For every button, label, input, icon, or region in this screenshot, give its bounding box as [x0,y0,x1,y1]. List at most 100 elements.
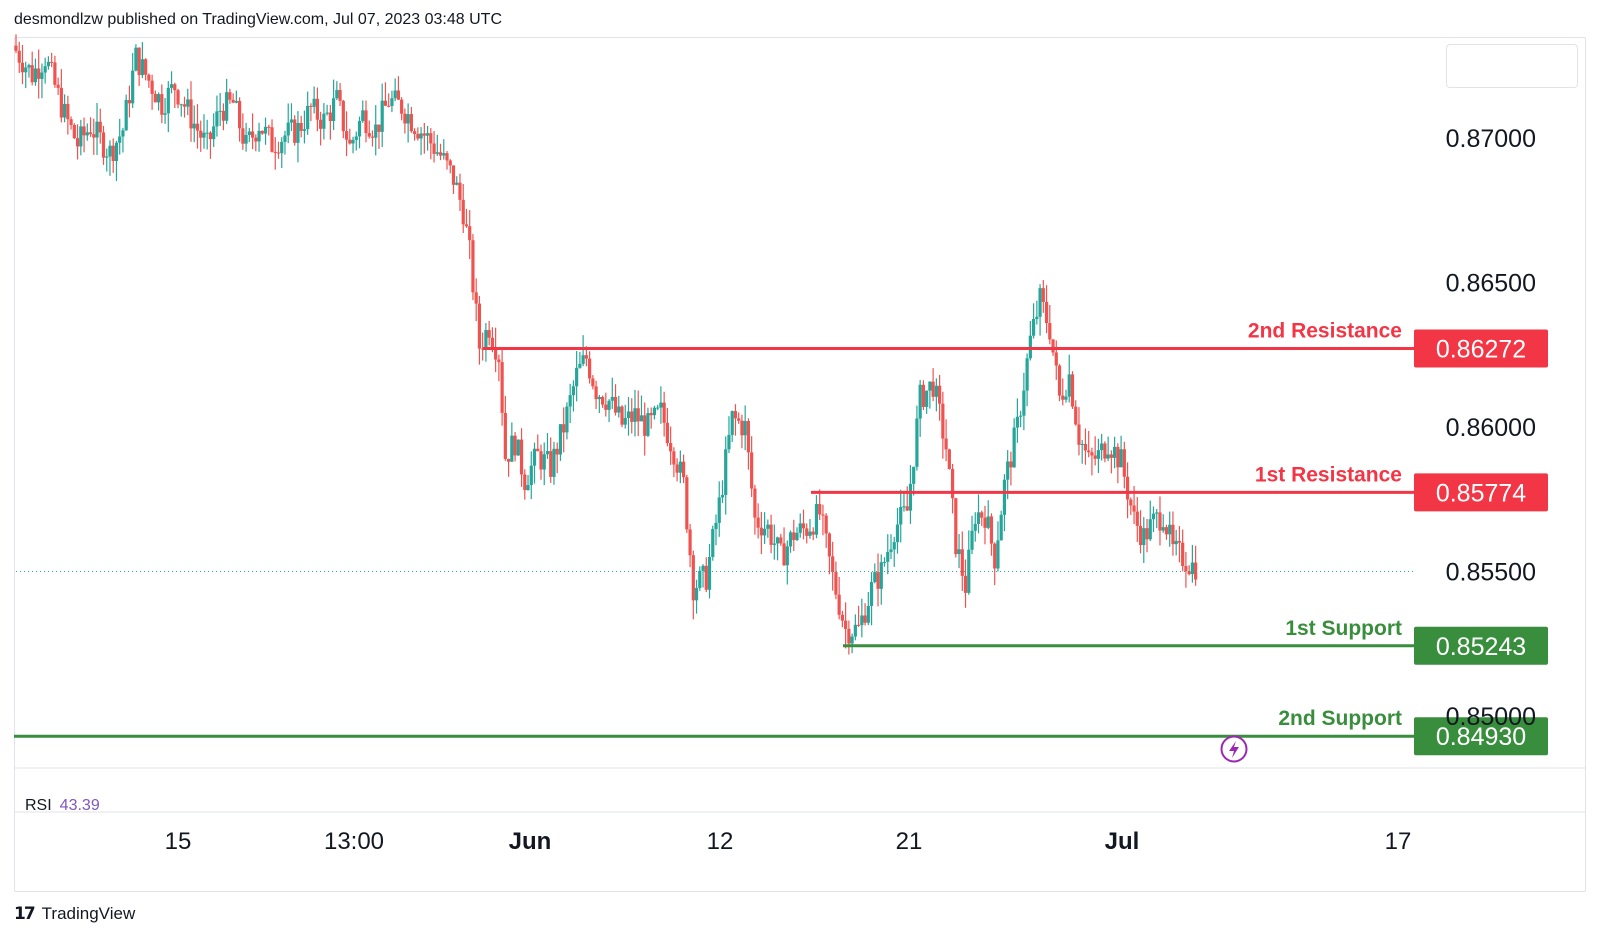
candle-body [425,133,430,136]
candle-body [14,45,18,51]
candle-body [127,99,132,104]
candle-body [578,363,582,368]
candle-body [711,529,715,557]
candle-body [173,84,177,91]
candle-body [325,112,329,114]
candle-body [247,131,251,136]
candle-body [669,443,673,452]
chart-settings-box[interactable] [1446,44,1578,88]
candle-body [293,119,297,143]
level-price-label: 0.85243 [1436,633,1526,661]
candle-body [860,615,864,626]
candle-body [1100,443,1104,451]
candle-body [53,62,57,85]
candle-body [886,552,890,562]
candle-body [727,434,731,450]
candle-body [124,99,128,131]
candle-body [733,411,738,419]
candle-body [698,570,702,588]
candle-body [1171,524,1175,545]
candle-body [837,594,841,615]
candle-body [406,114,410,124]
candle-body [458,182,462,200]
candle-body [792,532,796,541]
candle-body [685,477,689,530]
candle-body [769,524,773,545]
candle-body [724,449,728,496]
candle-body [814,504,819,535]
candle-body [244,135,248,144]
candle-body [1106,454,1110,459]
candle-body [221,110,226,121]
candle-body [798,523,802,533]
candle-body [1077,424,1081,445]
candle-body [341,100,345,132]
candle-body [1174,540,1178,545]
candle-body [195,123,200,131]
rsi-legend[interactable]: RSI 43.39 [25,797,100,815]
candle-body [43,66,47,73]
candle-body [438,152,443,156]
candle-body [435,152,439,154]
candle-body [970,530,974,550]
candle-body [464,224,469,227]
candle-body [1019,415,1023,417]
candle-body [717,497,721,523]
candle-body [895,524,900,543]
candle-body [374,124,378,138]
candle-body [889,549,893,553]
time-tick-label: Jun [509,828,552,855]
candle-body [250,131,255,138]
candle-body [704,565,708,590]
candle-body [387,105,391,107]
candle-body [1006,461,1010,480]
time-tick-label: 17 [1385,828,1412,855]
candle-body [646,413,650,436]
candle-body [1051,339,1055,353]
candle-body [691,555,695,601]
candle-body [740,420,744,436]
candle-body [779,537,783,544]
candle-body [50,61,54,63]
candle-body [1012,427,1016,468]
footer-brand[interactable]: 17 TradingView [14,904,135,924]
time-tick-label: 15 [165,828,192,855]
candle-body [594,386,598,400]
level-price-badge [1414,329,1548,368]
candle-body [707,556,712,590]
candle-body [986,516,990,528]
candle-body [672,451,676,465]
candle-body [302,129,307,131]
candle-body [818,504,822,515]
candle-body [604,404,608,410]
candle-body [1116,446,1120,468]
candle-body [532,448,537,466]
candle-body [626,411,631,419]
lightning-icon[interactable] [1220,735,1248,763]
candle-body [377,124,381,132]
candle-body [963,575,968,593]
candle-body [928,381,932,391]
level-name: 2nd Resistance [1248,319,1402,342]
candle-body [59,87,63,118]
candle-body [205,132,209,134]
candle-body [882,561,887,563]
candle-body [322,113,326,129]
candle-body [267,126,271,128]
candle-body [652,407,657,416]
candle-body [834,572,838,595]
level-price-badge [1414,626,1548,665]
candle-body [568,395,572,407]
candle-body [383,100,388,106]
tradingview-logo-icon: 17 [14,904,36,924]
candle-body [461,199,465,225]
candle-body [432,143,436,154]
level-price-label: 0.85774 [1436,479,1526,507]
candle-body [1015,416,1019,428]
candle-body [286,122,290,136]
candle-body [468,226,472,241]
rsi-name: RSI [25,797,52,814]
candle-body [140,59,144,76]
level-price-badge [1414,717,1548,756]
